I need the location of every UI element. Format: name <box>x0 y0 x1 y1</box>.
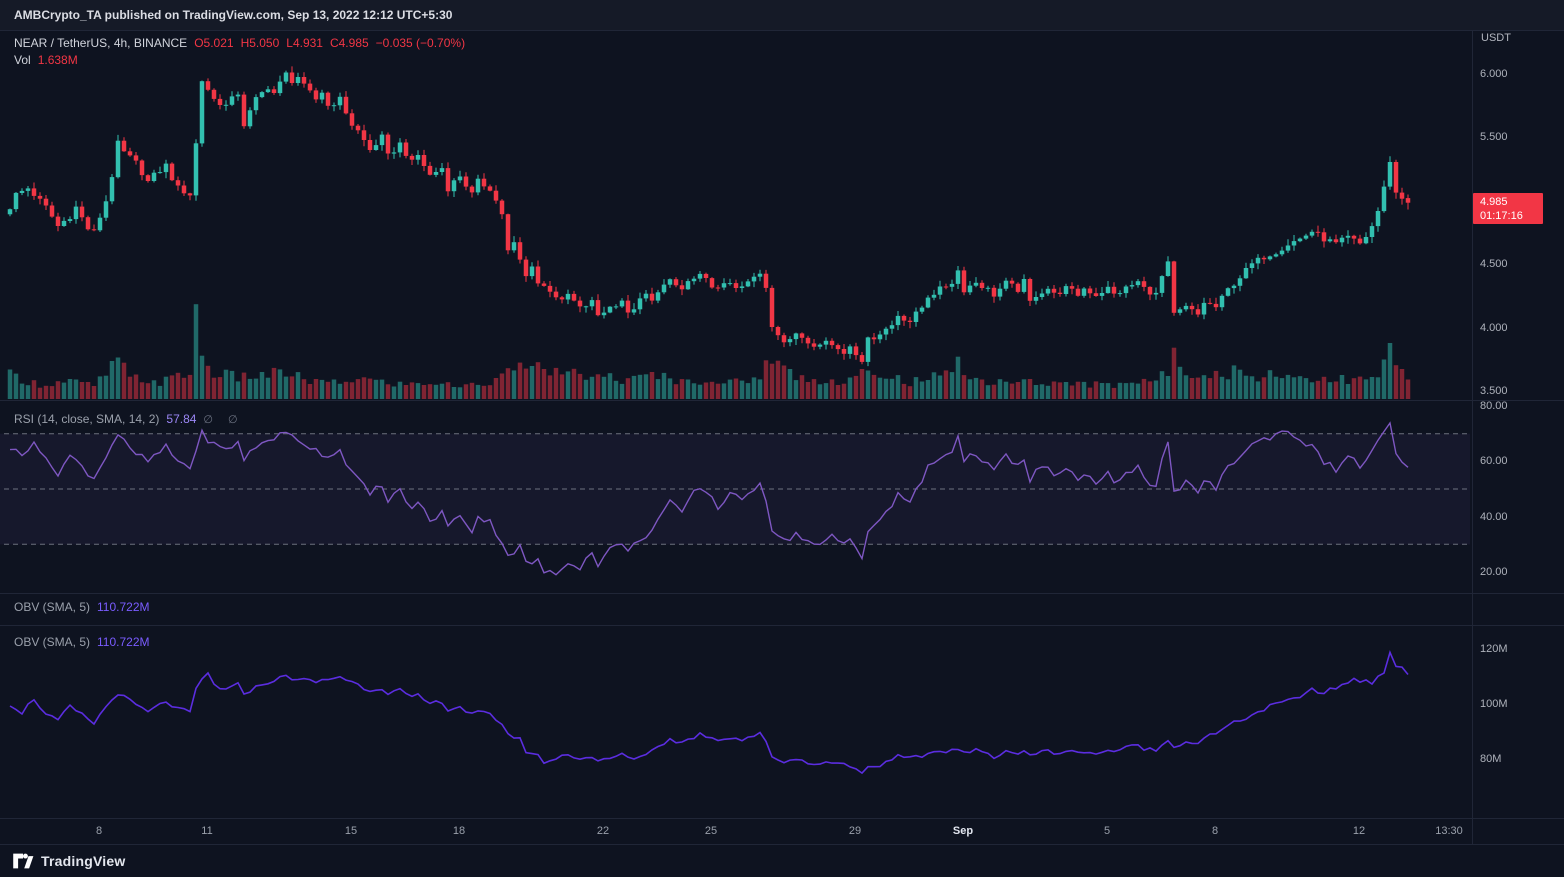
volume-value: 1.638M <box>37 53 78 67</box>
rsi-legend[interactable]: RSI (14, close, SMA, 14, 2) 57.84 ∅ ∅ <box>14 412 244 426</box>
obv-title[interactable]: OBV (SMA, 5) <box>14 635 91 649</box>
time-axis[interactable]: 8 11 15 18 22 25 29 Sep 5 8 12 13:30 <box>0 818 1564 844</box>
footer-bar: TradingView <box>0 844 1564 877</box>
price-tick-label: 5.500 <box>1480 131 1508 144</box>
ohlc-open: O5.021 <box>194 36 234 50</box>
obv-line <box>9 650 1409 775</box>
obv-value: 110.722M <box>97 635 150 649</box>
time-tick-label: 11 <box>201 825 213 837</box>
obv-value: 110.722M <box>97 600 150 614</box>
price-axis[interactable]: 6.0005.5005.0004.5004.0003.50080.0060.00… <box>1472 30 1564 844</box>
price-tick-label: 4.000 <box>1480 321 1508 334</box>
volume-bars-layer <box>7 304 1411 399</box>
obv-legend[interactable]: OBV (SMA, 5) 110.722M <box>14 635 150 649</box>
rsi-hidden-values: ∅ ∅ <box>203 413 244 426</box>
last-price: 4.985 <box>1480 196 1508 208</box>
volume-label: Vol <box>14 53 31 67</box>
time-tick-label: 8 <box>1211 825 1219 837</box>
candlesticks-layer <box>7 66 1411 367</box>
symbol-legend[interactable]: NEAR / TetherUS, 4h, BINANCE O5.021 H5.0… <box>14 36 465 50</box>
tradingview-logo-icon[interactable] <box>12 851 34 871</box>
price-tick-label: 6.000 <box>1480 68 1508 80</box>
price-tick-label: 3.500 <box>1480 385 1508 397</box>
rsi-title[interactable]: RSI (14, close, SMA, 14, 2) <box>14 412 160 426</box>
obv-tick-label: 80M <box>1480 753 1502 765</box>
time-tick-label: 25 <box>704 825 718 837</box>
rsi-value: 57.84 <box>166 412 197 426</box>
time-tick-label: 29 <box>848 825 862 837</box>
symbol-title[interactable]: NEAR / TetherUS, 4h, BINANCE <box>14 36 188 50</box>
tradingview-brand[interactable]: TradingView <box>41 852 126 869</box>
price-axis-unit: USDT <box>1481 32 1511 44</box>
time-tick-label: 18 <box>452 825 466 837</box>
rsi-tick-label: 20.00 <box>1480 566 1508 578</box>
time-tick-label: 13:30 <box>1435 825 1463 837</box>
obv-title[interactable]: OBV (SMA, 5) <box>14 600 91 614</box>
last-price-badge: 4.985 01:17:16 <box>1473 193 1543 224</box>
bar-countdown: 01:17:16 <box>1480 210 1523 222</box>
time-tick-label: 5 <box>1103 825 1111 837</box>
publish-text: AMBCrypto_TA published on TradingView.co… <box>14 8 453 22</box>
obv-tick-label: 100M <box>1480 698 1508 710</box>
rsi-tick-label: 40.00 <box>1480 510 1508 523</box>
time-tick-label: 15 <box>344 825 358 837</box>
time-tick-label: 8 <box>95 825 103 837</box>
publish-header: AMBCrypto_TA published on TradingView.co… <box>0 0 1564 30</box>
time-tick-label: 12 <box>1352 825 1366 837</box>
obv-tick-label: 120M <box>1480 643 1508 655</box>
ohlc-low: L4.931 <box>286 36 323 50</box>
volume-legend[interactable]: Vol 1.638M <box>14 53 78 67</box>
ohlc-high: H5.050 <box>240 36 280 50</box>
price-tick-label: 4.500 <box>1480 258 1508 271</box>
rsi-line <box>9 421 1409 576</box>
time-tick-label: Sep <box>952 825 974 837</box>
ohlc-close: C4.985 <box>329 36 369 50</box>
time-tick-label: 22 <box>596 825 610 837</box>
rsi-tick-label: 60.00 <box>1480 455 1508 468</box>
rsi-tick-label: 80.00 <box>1480 400 1508 412</box>
obv-legend-collapsed[interactable]: OBV (SMA, 5) 110.722M <box>14 600 150 614</box>
price-change: −0.035 (−0.70%) <box>375 36 466 50</box>
